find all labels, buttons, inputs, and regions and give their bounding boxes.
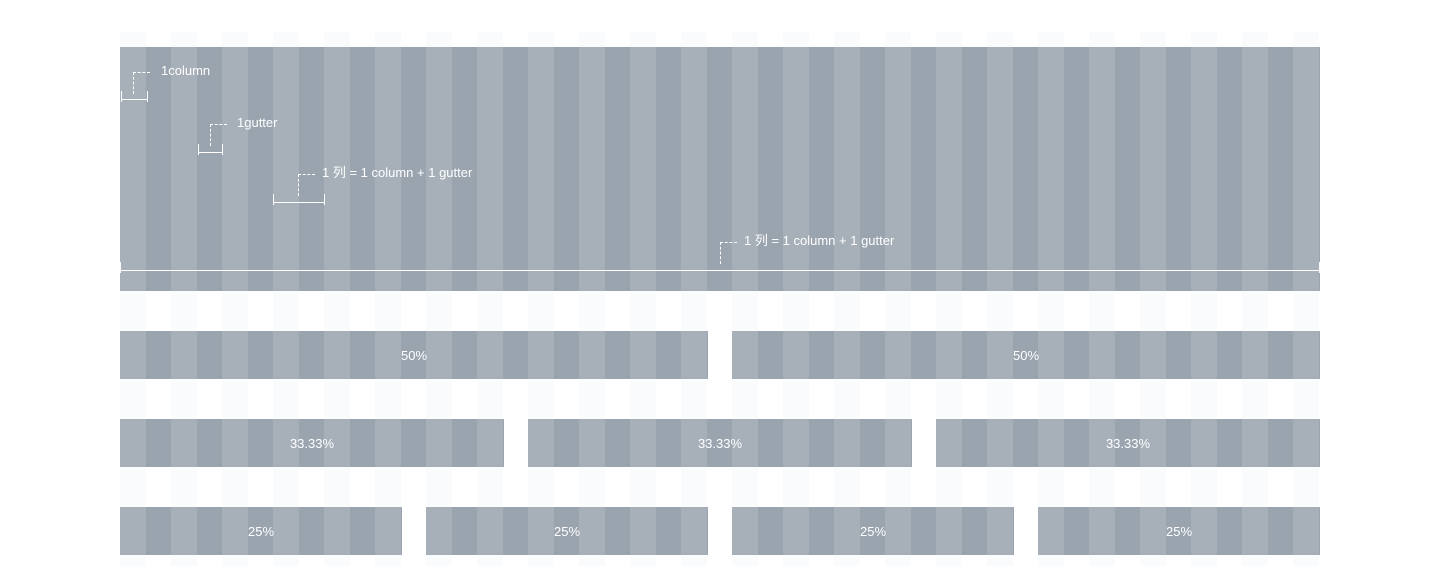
third-width-block: 33.33%: [528, 419, 912, 467]
gutter-leader-line: [210, 124, 227, 146]
block-label: 50%: [1012, 347, 1040, 363]
block-label: 50%: [400, 347, 428, 363]
half-width-block: 50%: [732, 331, 1320, 379]
column-label: 1column: [161, 63, 211, 78]
column-width-marker: [121, 91, 148, 102]
third-width-block: 33.33%: [936, 419, 1320, 467]
gutter-width-marker: [198, 144, 223, 155]
total-width-label: 1 列 = 1 column + 1 gutter: [744, 233, 895, 248]
total-width-marker: [120, 262, 1320, 273]
block-label: 25%: [1165, 523, 1193, 539]
block-label: 25%: [553, 523, 581, 539]
third-width-block: 33.33%: [120, 419, 504, 467]
block-label: 33.33%: [1105, 435, 1151, 451]
quarter-width-block: 25%: [1038, 507, 1320, 555]
gutter-label: 1gutter: [237, 115, 278, 130]
block-label: 33.33%: [697, 435, 743, 451]
total-width-leader-line: [720, 242, 737, 264]
column-unit-leader-line: [298, 174, 315, 196]
quarter-width-block: 25%: [120, 507, 402, 555]
column-leader-line: [133, 72, 150, 94]
quarter-width-block: 25%: [732, 507, 1014, 555]
block-label: 25%: [247, 523, 275, 539]
half-width-block: 50%: [120, 331, 708, 379]
block-label: 25%: [859, 523, 887, 539]
quarter-width-block: 25%: [426, 507, 708, 555]
block-label: 33.33%: [289, 435, 335, 451]
column-unit-label: 1 列 = 1 column + 1 gutter: [322, 165, 473, 180]
column-unit-marker: [273, 194, 325, 205]
